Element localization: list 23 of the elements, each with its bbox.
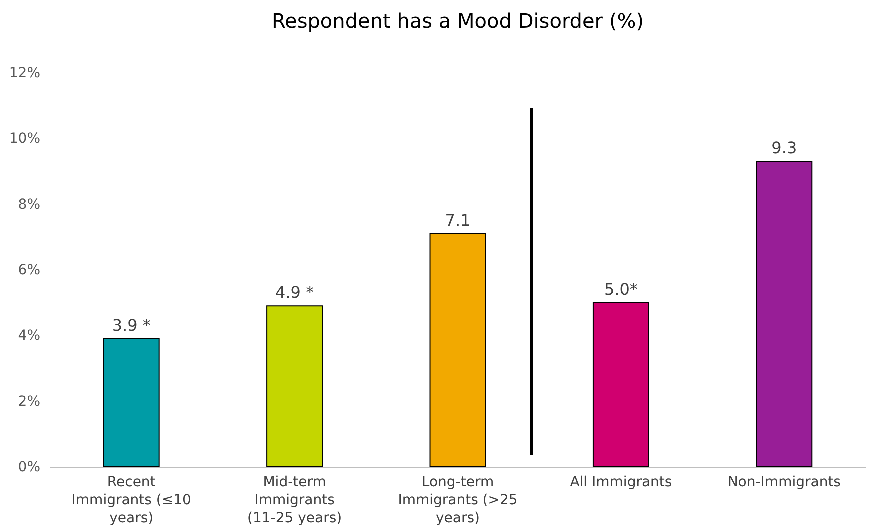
data-label: 4.9 * xyxy=(276,283,314,302)
data-label: 7.1 xyxy=(445,210,471,230)
data-label: 5.0* xyxy=(604,280,638,299)
x-tick-label: All Immigrants xyxy=(570,474,672,490)
x-tick-label: Long-term Immigrants (>25 years) xyxy=(398,474,518,526)
y-tick-label: 10% xyxy=(9,131,40,148)
bar xyxy=(430,233,486,468)
y-tick-label: 0% xyxy=(18,460,40,476)
data-label: 9.3 xyxy=(772,138,798,158)
data-label: 3.9 * xyxy=(112,316,151,335)
y-tick-label: 2% xyxy=(18,394,40,410)
bar xyxy=(266,306,324,468)
x-tick-label: Mid-term Immigrants (11-25 years) xyxy=(248,474,342,526)
bar xyxy=(756,161,813,468)
y-tick-label: 6% xyxy=(18,262,40,278)
bar xyxy=(103,338,160,468)
y-tick-label: 8% xyxy=(18,196,40,213)
x-tick-label: Non-Immigrants xyxy=(728,474,841,490)
x-tick-label: Recent Immigrants (≤10 years) xyxy=(72,474,192,526)
y-tick-label: 4% xyxy=(18,328,40,344)
bar xyxy=(592,302,650,468)
chart-title: Respondent has a Mood Disorder (%) xyxy=(272,9,644,33)
y-tick-label: 12% xyxy=(9,66,40,82)
